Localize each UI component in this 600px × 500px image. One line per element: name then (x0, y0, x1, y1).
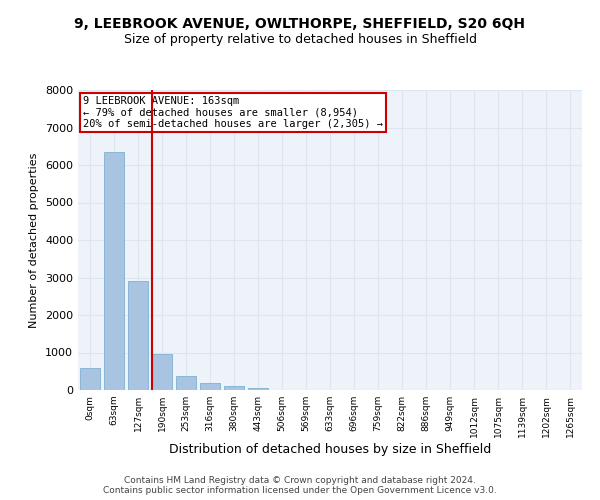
Bar (128, 281, 148, 390)
Bar (248, 388, 268, 390)
Text: Contains HM Land Registry data © Crown copyright and database right 2024.
Contai: Contains HM Land Registry data © Crown c… (103, 476, 497, 495)
Bar (152, 354, 172, 390)
Bar (224, 386, 244, 390)
Bar (104, 152, 124, 390)
Y-axis label: Number of detached properties: Number of detached properties (29, 152, 40, 328)
Bar (80, 368, 100, 390)
X-axis label: Distribution of detached houses by size in Sheffield: Distribution of detached houses by size … (169, 442, 491, 456)
Bar (200, 384, 220, 390)
Bar (176, 376, 196, 390)
Text: 9 LEEBROOK AVENUE: 163sqm
← 79% of detached houses are smaller (8,954)
20% of se: 9 LEEBROOK AVENUE: 163sqm ← 79% of detac… (83, 96, 383, 129)
Text: Size of property relative to detached houses in Sheffield: Size of property relative to detached ho… (124, 32, 476, 46)
Text: 9, LEEBROOK AVENUE, OWLTHORPE, SHEFFIELD, S20 6QH: 9, LEEBROOK AVENUE, OWLTHORPE, SHEFFIELD… (74, 18, 526, 32)
